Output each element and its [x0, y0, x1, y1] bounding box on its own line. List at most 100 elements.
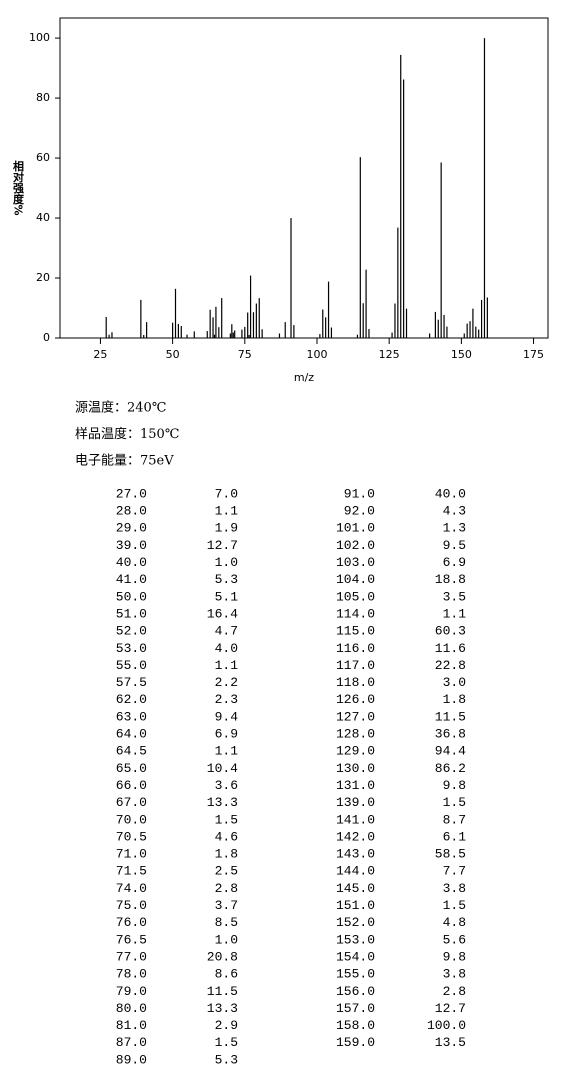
mz-cell: 139.0 — [336, 795, 375, 810]
mz-cell: 144.0 — [336, 864, 375, 879]
x-tick-label: 150 — [451, 348, 472, 361]
mz-cell: 66.0 — [116, 778, 147, 793]
mz-cell: 64.0 — [116, 727, 147, 742]
mz-cell: 71.0 — [116, 847, 147, 862]
mz-cell: 118.0 — [336, 675, 375, 690]
mz-cell: 91.0 — [344, 486, 375, 501]
info-line: 样品温度：150℃ — [75, 426, 179, 442]
intensity-cell: 5.3 — [215, 1052, 238, 1067]
intensity-cell: 20.8 — [207, 949, 238, 964]
mz-cell: 154.0 — [336, 949, 375, 964]
x-tick-label: 75 — [238, 348, 252, 361]
intensity-cell: 13.3 — [207, 1001, 238, 1016]
mz-cell: 114.0 — [336, 606, 375, 621]
intensity-cell: 11.5 — [435, 709, 466, 724]
intensity-cell: 1.1 — [215, 744, 239, 759]
intensity-cell: 4.0 — [215, 641, 238, 656]
intensity-cell: 58.5 — [435, 847, 466, 862]
mz-cell: 159.0 — [336, 1035, 375, 1050]
intensity-cell: 4.6 — [215, 829, 238, 844]
intensity-cell: 4.7 — [215, 624, 238, 639]
intensity-cell: 5.3 — [215, 572, 238, 587]
mz-cell: 80.0 — [116, 1001, 147, 1016]
intensity-cell: 13.3 — [207, 795, 238, 810]
mz-cell: 127.0 — [336, 709, 375, 724]
intensity-cell: 1.0 — [215, 932, 238, 947]
intensity-cell: 7.0 — [215, 486, 238, 501]
mz-cell: 75.0 — [116, 898, 147, 913]
intensity-cell: 2.9 — [215, 1018, 238, 1033]
mz-cell: 71.5 — [116, 864, 147, 879]
intensity-cell: 11.6 — [435, 641, 466, 656]
intensity-cell: 5.1 — [215, 589, 239, 604]
intensity-cell: 3.5 — [443, 589, 466, 604]
y-axis-label: 相对强度% — [12, 159, 25, 215]
intensity-cell: 1.9 — [215, 521, 238, 536]
intensity-cell: 94.4 — [435, 744, 466, 759]
mz-cell: 145.0 — [336, 881, 375, 896]
intensity-cell: 1.3 — [443, 521, 466, 536]
mz-cell: 41.0 — [116, 572, 147, 587]
x-tick-label: 125 — [379, 348, 400, 361]
mz-cell: 51.0 — [116, 606, 147, 621]
intensity-cell: 18.8 — [435, 572, 466, 587]
intensity-cell: 1.5 — [443, 898, 466, 913]
mz-cell: 129.0 — [336, 744, 375, 759]
mz-cell: 67.0 — [116, 795, 147, 810]
intensity-cell: 4.8 — [443, 915, 466, 930]
mz-cell: 81.0 — [116, 1018, 147, 1033]
intensity-cell: 1.0 — [215, 555, 238, 570]
mz-cell: 128.0 — [336, 727, 375, 742]
mz-cell: 79.0 — [116, 984, 147, 999]
mz-cell: 74.0 — [116, 881, 147, 896]
intensity-cell: 3.6 — [215, 778, 238, 793]
intensity-cell: 8.6 — [215, 967, 238, 982]
info-line: 电子能量：75eV — [75, 454, 174, 469]
intensity-cell: 3.8 — [443, 967, 466, 982]
mz-cell: 63.0 — [116, 709, 147, 724]
mz-cell: 40.0 — [116, 555, 147, 570]
mz-cell: 70.5 — [116, 829, 147, 844]
x-axis-label: m/z — [294, 371, 314, 384]
intensity-cell: 36.8 — [435, 727, 466, 742]
mz-cell: 28.0 — [116, 504, 147, 519]
mz-cell: 153.0 — [336, 932, 375, 947]
mz-cell: 29.0 — [116, 521, 147, 536]
mz-cell: 103.0 — [336, 555, 375, 570]
mz-cell: 115.0 — [336, 624, 375, 639]
mz-cell: 39.0 — [116, 538, 147, 553]
intensity-cell: 2.2 — [215, 675, 238, 690]
intensity-cell: 9.8 — [443, 949, 466, 964]
intensity-cell: 16.4 — [207, 606, 238, 621]
mz-cell: 87.0 — [116, 1035, 147, 1050]
intensity-cell: 1.5 — [443, 795, 466, 810]
mz-cell: 50.0 — [116, 589, 147, 604]
intensity-cell: 1.8 — [443, 692, 466, 707]
intensity-cell: 2.5 — [215, 864, 238, 879]
mz-cell: 70.0 — [116, 812, 147, 827]
info-line: 源温度：240℃ — [75, 400, 166, 416]
mz-cell: 126.0 — [336, 692, 375, 707]
intensity-cell: 6.1 — [443, 829, 467, 844]
intensity-cell: 8.5 — [215, 915, 238, 930]
mz-cell: 158.0 — [336, 1018, 375, 1033]
intensity-cell: 7.7 — [443, 864, 466, 879]
mz-cell: 57.5 — [116, 675, 147, 690]
y-tick-label: 60 — [36, 151, 50, 164]
mz-cell: 155.0 — [336, 967, 375, 982]
mz-cell: 104.0 — [336, 572, 375, 587]
intensity-cell: 9.8 — [443, 778, 466, 793]
intensity-cell: 1.1 — [215, 658, 239, 673]
x-tick-label: 25 — [93, 348, 107, 361]
plot-frame — [59, 17, 549, 339]
intensity-cell: 3.8 — [443, 881, 466, 896]
y-tick-label: 40 — [36, 211, 50, 224]
x-tick-label: 50 — [166, 348, 180, 361]
intensity-cell: 8.7 — [443, 812, 466, 827]
intensity-cell: 1.1 — [443, 606, 467, 621]
intensity-cell: 6.9 — [443, 555, 466, 570]
y-tick-label: 0 — [43, 331, 50, 344]
mz-cell: 78.0 — [116, 967, 147, 982]
mz-cell: 53.0 — [116, 641, 147, 656]
